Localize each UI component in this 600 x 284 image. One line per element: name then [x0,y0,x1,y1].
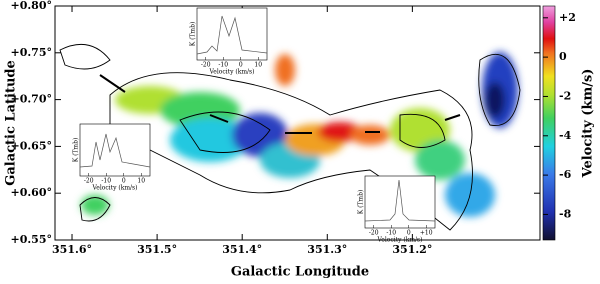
inset-tick-label: -20 [201,62,211,69]
inset-spectrum [196,15,268,55]
x-tick-label: 351.4° [222,243,262,256]
inset-y-label: K (Tmb) [190,22,197,47]
colorbar-tick-label: -4 [559,129,572,142]
inset-frame [196,7,268,61]
inset-tick-label: +10 [420,230,433,237]
colorbar-tick-label: 0 [559,50,567,63]
x-axis-title: Galactic Longitude [231,265,369,280]
colorbar-tick-label: -8 [559,207,572,220]
inset-y-label: K (Tmb) [358,190,365,215]
inset-tick-label: -10 [101,178,111,185]
y-tick-label: +0.55° [10,233,52,246]
inset-tick-label: 10 [137,178,145,185]
x-tick-label: 351.5° [137,243,177,256]
y-tick-label: +0.65° [10,139,52,152]
colorbar-tick-label: +2 [559,11,576,24]
colorbar-tick-label: -2 [559,89,571,102]
inset-x-label: Velocity (km/s) [377,237,423,244]
inset-spectrum [364,179,436,222]
y-tick-label: +0.80° [10,0,52,12]
inset-spectrum [79,133,151,168]
x-tick-label: 351.6° [52,243,92,256]
x-tick-label: 351.3° [307,243,347,256]
inset-frame [364,175,436,229]
inset-tick-label: -10 [218,62,228,69]
inset-tick-label: 0 [407,230,411,237]
inset-y-label: K (Tmb) [73,138,80,163]
colorbar [542,5,556,241]
y-axis-title: Galactic Latitude [4,60,19,186]
y-tick-label: +0.70° [10,93,52,106]
inset-x-label: Velocity (km/s) [92,185,138,192]
inset-frame [79,123,151,177]
y-tick-label: +0.60° [10,186,52,199]
colorbar-tick-label: -6 [559,168,572,181]
y-tick-label: +0.75° [10,46,52,59]
inset-tick-label: 0 [239,62,243,69]
inset-tick-label: 0 [122,178,126,185]
inset-tick-label: -20 [369,230,379,237]
velocity-map [59,43,521,231]
colorbar-title: Velocity (km/s) [581,69,596,179]
inset-tick-label: 10 [254,62,262,69]
plot-frame [54,5,541,241]
inset-tick-label: -10 [386,230,396,237]
x-tick-label: 351.2° [392,243,432,256]
inset-tick-label: -20 [84,178,94,185]
inset-x-label: Velocity (km/s) [209,69,255,76]
